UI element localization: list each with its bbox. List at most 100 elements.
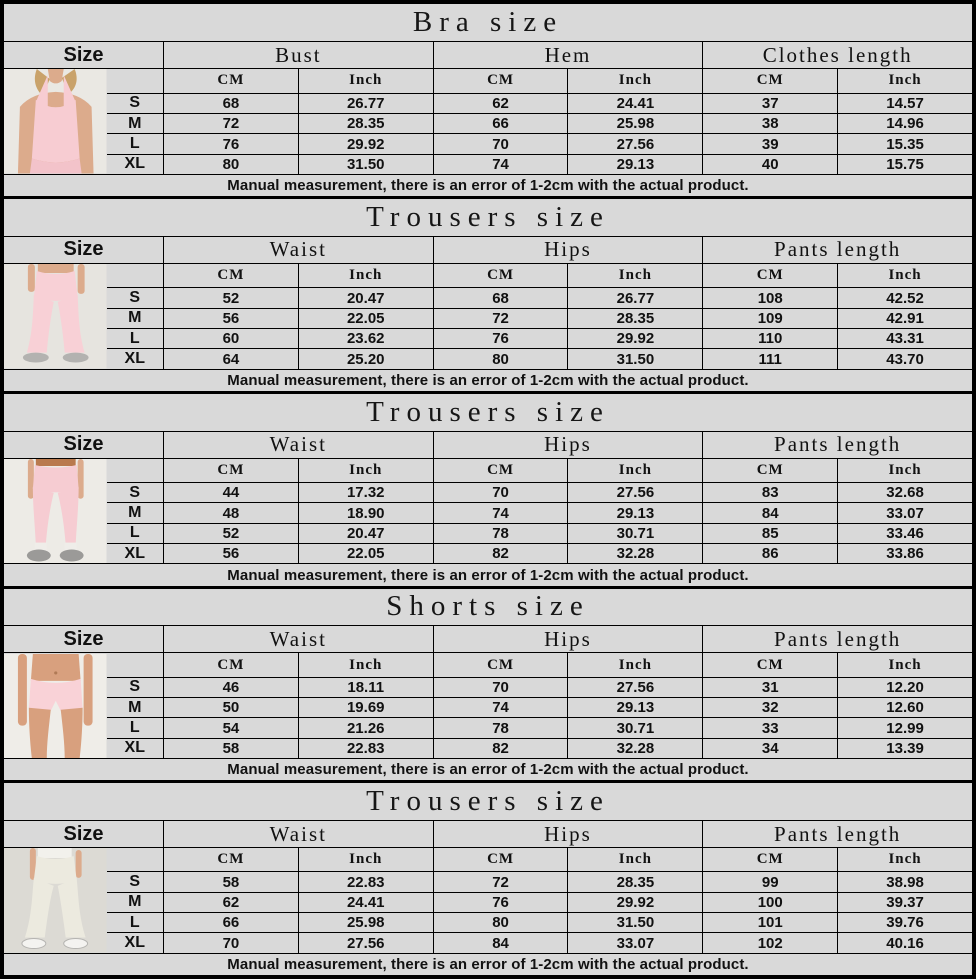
cm-header: CM <box>432 652 569 678</box>
inch-header: Inch <box>837 262 973 289</box>
value-cell: 28.35 <box>567 871 704 893</box>
column-header-pants-length: Pants length <box>702 819 973 849</box>
column-header-hips: Hips <box>432 819 704 849</box>
value-cell: 15.75 <box>837 153 973 176</box>
value-cell: 21.26 <box>297 717 434 739</box>
size-cell: M <box>106 697 164 719</box>
inch-header: Inch <box>297 262 434 289</box>
inch-header: Inch <box>567 847 704 873</box>
empty-cell <box>106 847 164 873</box>
size-cell: S <box>106 482 164 504</box>
measurement-note: Manual measurement, there is an error of… <box>3 563 973 587</box>
size-cell: M <box>106 307 164 330</box>
value-cell: 32.28 <box>567 737 704 760</box>
pink-shorts-illustration <box>4 653 107 758</box>
value-cell: 25.20 <box>297 348 434 370</box>
value-cell: 70 <box>432 676 569 699</box>
value-cell: 30.71 <box>567 522 704 545</box>
value-cell: 29.92 <box>567 328 704 350</box>
inch-header: Inch <box>297 847 434 873</box>
value-cell: 111 <box>702 348 839 370</box>
column-header-pants-length: Pants length <box>702 235 973 264</box>
cm-header: CM <box>163 457 299 484</box>
value-cell: 80 <box>163 153 299 176</box>
value-cell: 26.77 <box>567 287 704 309</box>
value-cell: 29.13 <box>567 153 704 176</box>
value-cell: 25.98 <box>567 112 704 135</box>
value-cell: 22.83 <box>297 737 434 760</box>
measurement-note: Manual measurement, there is an error of… <box>3 174 973 198</box>
value-cell: 38 <box>702 112 839 135</box>
value-cell: 66 <box>432 112 569 135</box>
value-cell: 50 <box>163 697 299 719</box>
product-photo-pink-leggings <box>3 457 107 565</box>
value-cell: 28.35 <box>567 307 704 330</box>
cm-header: CM <box>702 68 839 94</box>
value-cell: 68 <box>163 92 299 114</box>
measurement-note: Manual measurement, there is an error of… <box>3 758 973 782</box>
size-cell: XL <box>106 348 164 370</box>
table-row: XL 64 25.20 80 31.50 111 43.70 <box>4 348 973 370</box>
value-cell: 82 <box>432 737 569 760</box>
value-cell: 31.50 <box>567 348 704 370</box>
size-header: Size <box>3 235 164 264</box>
size-table-trousers-1: Trousers size Size Waist Hips Pants leng… <box>3 197 973 392</box>
value-cell: 32.28 <box>567 543 704 565</box>
inch-header: Inch <box>297 652 434 678</box>
table-row: M 48 18.90 74 29.13 84 33.07 <box>4 502 973 524</box>
value-cell: 76 <box>163 133 299 155</box>
size-header: Size <box>3 41 164 70</box>
value-cell: 64 <box>163 348 299 370</box>
size-cell: S <box>106 871 164 893</box>
empty-cell <box>106 68 164 94</box>
size-cell: M <box>106 502 164 524</box>
product-photo-pink-tank-top <box>3 68 107 176</box>
value-cell: 37 <box>702 92 839 114</box>
value-cell: 33.46 <box>837 522 973 545</box>
value-cell: 43.70 <box>837 348 973 370</box>
value-cell: 23.62 <box>297 328 434 350</box>
inch-header: Inch <box>837 652 973 678</box>
table-row: L 60 23.62 76 29.92 110 43.31 <box>4 328 973 350</box>
size-cell: XL <box>106 153 164 176</box>
section-title: Trousers size <box>3 392 973 432</box>
value-cell: 25.98 <box>297 912 434 934</box>
column-header-hem: Hem <box>432 41 704 70</box>
section-title: Shorts size <box>3 587 973 627</box>
pink-flare-trousers-illustration <box>4 264 107 369</box>
column-header-bust: Bust <box>163 41 434 70</box>
column-header-waist: Waist <box>163 625 434 654</box>
table-row: M 50 19.69 74 29.13 32 12.60 <box>4 697 973 719</box>
value-cell: 100 <box>702 891 839 914</box>
cm-header: CM <box>702 847 839 873</box>
value-cell: 22.05 <box>297 307 434 330</box>
value-cell: 14.57 <box>837 92 973 114</box>
value-cell: 19.69 <box>297 697 434 719</box>
value-cell: 33 <box>702 717 839 739</box>
product-photo-pink-flare-trousers <box>3 262 107 370</box>
size-header: Size <box>3 625 164 654</box>
value-cell: 29.13 <box>567 502 704 524</box>
column-header-waist: Waist <box>163 235 434 264</box>
value-cell: 28.35 <box>297 112 434 135</box>
value-cell: 12.99 <box>837 717 973 739</box>
column-header-clothes-length: Clothes length <box>702 41 973 70</box>
section-title: Bra size <box>3 2 973 43</box>
value-cell: 18.90 <box>297 502 434 524</box>
empty-cell <box>106 652 164 678</box>
value-cell: 32.68 <box>837 482 973 504</box>
size-cell: XL <box>106 543 164 565</box>
value-cell: 29.92 <box>297 133 434 155</box>
inch-header: Inch <box>567 68 704 94</box>
column-header-hips: Hips <box>432 625 704 654</box>
value-cell: 76 <box>432 891 569 914</box>
value-cell: 20.47 <box>297 287 434 309</box>
empty-cell <box>106 262 164 289</box>
value-cell: 20.47 <box>297 522 434 545</box>
value-cell: 31.50 <box>297 153 434 176</box>
value-cell: 22.83 <box>297 871 434 893</box>
size-table-trousers-2: Trousers size Size Waist Hips Pants leng… <box>3 391 973 587</box>
value-cell: 34 <box>702 737 839 760</box>
table-row: M 62 24.41 76 29.92 100 39.37 <box>4 891 973 914</box>
